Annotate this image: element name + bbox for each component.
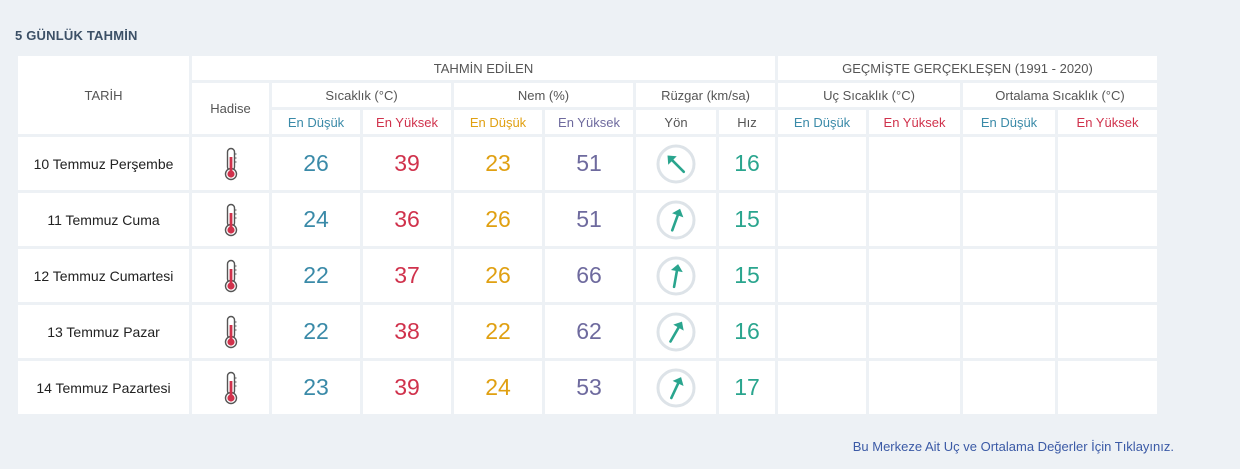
- station-averages-link[interactable]: Bu Merkeze Ait Uç ve Ortalama Değerler İ…: [852, 439, 1174, 454]
- wind-speed: 16: [719, 137, 775, 190]
- wind-speed: 15: [719, 249, 775, 302]
- header-tahmin-edilen: TAHMİN EDİLEN: [192, 56, 775, 80]
- header-yon: Yön: [636, 110, 716, 134]
- wind-direction-arrow-icon: [656, 200, 696, 240]
- wind-speed: 15: [719, 193, 775, 246]
- header-uc-en-dusuk: En Düşük: [778, 110, 866, 134]
- wind-direction-arrow-icon: [656, 312, 696, 352]
- uc-min-cell: [778, 193, 866, 246]
- temp-max: 39: [363, 137, 451, 190]
- wind-direction-arrow-icon: [656, 256, 696, 296]
- ortalama-min-cell: [963, 193, 1055, 246]
- ortalama-min-cell: [963, 361, 1055, 414]
- weather-event-cell: [192, 361, 269, 414]
- thermometer-hot-icon: [223, 147, 239, 181]
- wind-direction-cell: [636, 193, 716, 246]
- row-date: 13 Temmuz Pazar: [18, 305, 189, 358]
- header-uc-en-yuksek: En Yüksek: [869, 110, 960, 134]
- weather-event-cell: [192, 193, 269, 246]
- uc-max-cell: [869, 249, 960, 302]
- header-sicaklik-en-dusuk: En Düşük: [272, 110, 360, 134]
- wind-direction-arrow-icon: [656, 144, 696, 184]
- header-ruzgar: Rüzgar (km/sa): [636, 83, 775, 107]
- ortalama-min-cell: [963, 249, 1055, 302]
- humidity-min: 26: [454, 249, 542, 302]
- humidity-max: 53: [545, 361, 633, 414]
- header-nem-en-yuksek: En Yüksek: [545, 110, 633, 134]
- header-gecmiste-gerceklesen: GEÇMİŞTE GERÇEKLEŞEN (1991 - 2020): [778, 56, 1157, 80]
- wind-direction-cell: [636, 305, 716, 358]
- temp-max: 39: [363, 361, 451, 414]
- header-sicaklik-en-yuksek: En Yüksek: [363, 110, 451, 134]
- ortalama-max-cell: [1058, 249, 1157, 302]
- row-date: 11 Temmuz Cuma: [18, 193, 189, 246]
- humidity-min: 22: [454, 305, 542, 358]
- uc-max-cell: [869, 193, 960, 246]
- row-date: 10 Temmuz Perşembe: [18, 137, 189, 190]
- temp-max: 38: [363, 305, 451, 358]
- header-sicaklik: Sıcaklık (°C): [272, 83, 451, 107]
- row-date: 12 Temmuz Cumartesi: [18, 249, 189, 302]
- temp-max: 36: [363, 193, 451, 246]
- header-hiz: Hız: [719, 110, 775, 134]
- uc-min-cell: [778, 305, 866, 358]
- humidity-max: 62: [545, 305, 633, 358]
- header-ortalama-en-dusuk: En Düşük: [963, 110, 1055, 134]
- forecast-row: 10 Temmuz Perşembe 26 39 23 51 16: [18, 137, 1157, 190]
- uc-max-cell: [869, 361, 960, 414]
- wind-direction-arrow-icon: [656, 368, 696, 408]
- wind-direction-cell: [636, 361, 716, 414]
- header-ortalama-en-yuksek: En Yüksek: [1058, 110, 1157, 134]
- row-date: 14 Temmuz Pazartesi: [18, 361, 189, 414]
- forecast-row: 14 Temmuz Pazartesi 23 39 24 53 17: [18, 361, 1157, 414]
- temp-min: 23: [272, 361, 360, 414]
- humidity-max: 51: [545, 137, 633, 190]
- thermometer-hot-icon: [223, 315, 239, 349]
- forecast-row: 13 Temmuz Pazar 22 38 22 62 16: [18, 305, 1157, 358]
- header-ortalama-sicaklik: Ortalama Sıcaklık (°C): [963, 83, 1157, 107]
- humidity-min: 24: [454, 361, 542, 414]
- ortalama-max-cell: [1058, 361, 1157, 414]
- ortalama-max-cell: [1058, 137, 1157, 190]
- wind-direction-cell: [636, 137, 716, 190]
- ortalama-max-cell: [1058, 193, 1157, 246]
- thermometer-hot-icon: [223, 259, 239, 293]
- temp-min: 26: [272, 137, 360, 190]
- humidity-min: 26: [454, 193, 542, 246]
- uc-min-cell: [778, 249, 866, 302]
- temp-min: 24: [272, 193, 360, 246]
- weather-event-cell: [192, 249, 269, 302]
- header-tarih: TARİH: [18, 56, 189, 134]
- wind-speed: 16: [719, 305, 775, 358]
- temp-min: 22: [272, 249, 360, 302]
- header-nem-en-dusuk: En Düşük: [454, 110, 542, 134]
- thermometer-hot-icon: [223, 203, 239, 237]
- uc-max-cell: [869, 137, 960, 190]
- thermometer-hot-icon: [223, 371, 239, 405]
- weather-event-cell: [192, 305, 269, 358]
- wind-direction-cell: [636, 249, 716, 302]
- wind-speed: 17: [719, 361, 775, 414]
- humidity-min: 23: [454, 137, 542, 190]
- ortalama-min-cell: [963, 305, 1055, 358]
- page-title: 5 GÜNLÜK TAHMİN: [15, 28, 138, 43]
- temp-max: 37: [363, 249, 451, 302]
- header-uc-sicaklik: Uç Sıcaklık (°C): [778, 83, 960, 107]
- weather-event-cell: [192, 137, 269, 190]
- humidity-max: 51: [545, 193, 633, 246]
- humidity-max: 66: [545, 249, 633, 302]
- ortalama-max-cell: [1058, 305, 1157, 358]
- uc-max-cell: [869, 305, 960, 358]
- forecast-table: TARİH TAHMİN EDİLEN GEÇMİŞTE GERÇEKLEŞEN…: [15, 53, 1160, 417]
- temp-min: 22: [272, 305, 360, 358]
- ortalama-min-cell: [963, 137, 1055, 190]
- forecast-row: 12 Temmuz Cumartesi 22 37 26 66 15: [18, 249, 1157, 302]
- forecast-row: 11 Temmuz Cuma 24 36 26 51 15: [18, 193, 1157, 246]
- uc-min-cell: [778, 137, 866, 190]
- header-hadise: Hadise: [192, 83, 269, 134]
- header-nem: Nem (%): [454, 83, 633, 107]
- uc-min-cell: [778, 361, 866, 414]
